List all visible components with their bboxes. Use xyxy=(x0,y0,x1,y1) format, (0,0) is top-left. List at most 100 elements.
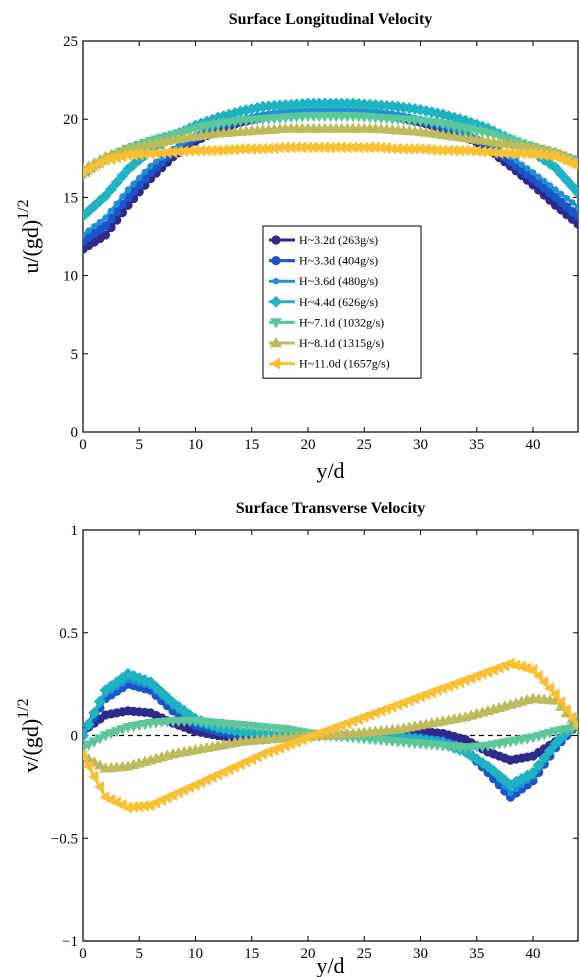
data-point xyxy=(349,106,357,114)
data-point xyxy=(552,186,559,193)
x-tick-label: 5 xyxy=(136,946,144,962)
data-point xyxy=(527,766,539,779)
marker-fill xyxy=(195,144,206,157)
marker-fill xyxy=(363,141,375,154)
marker-fill xyxy=(543,682,555,695)
data-point xyxy=(123,192,133,202)
chart-title: Surface Longitudinal Velocity xyxy=(229,11,433,28)
marker-fill xyxy=(133,148,144,161)
marker-fill xyxy=(83,760,93,773)
data-point xyxy=(414,142,425,155)
x-tick-label: 10 xyxy=(188,946,203,962)
marker-fill xyxy=(129,186,139,196)
marker-fill xyxy=(332,106,340,114)
legend-entry: H~3.2d (263g/s) xyxy=(299,233,378,247)
marker-fill xyxy=(515,147,526,160)
legend-marker xyxy=(271,235,281,245)
y-tick-label: 20 xyxy=(63,112,78,128)
marker-fill xyxy=(538,149,549,162)
marker-fill xyxy=(532,759,545,772)
marker-fill xyxy=(93,695,106,708)
marker-fill xyxy=(141,168,149,176)
marker-fill xyxy=(88,770,99,783)
marker-fill xyxy=(318,141,330,154)
marker-fill xyxy=(296,141,307,154)
data-point xyxy=(437,144,448,157)
legend-marker xyxy=(272,278,280,285)
data-point xyxy=(122,801,133,814)
marker-fill xyxy=(380,142,391,155)
marker-fill xyxy=(113,200,120,207)
marker-fill xyxy=(566,180,578,193)
marker-fill xyxy=(521,662,532,675)
data-point xyxy=(392,142,403,155)
marker-fill xyxy=(93,780,105,793)
marker-fill xyxy=(155,146,166,159)
data-point xyxy=(257,142,268,155)
marker-fill xyxy=(546,182,554,189)
y-tick-label: 0.5 xyxy=(59,626,78,642)
y-axis-label: v/(gd)1/2 xyxy=(15,698,43,772)
series-layer xyxy=(83,657,578,814)
series-5 xyxy=(83,111,578,182)
marker-fill xyxy=(541,177,548,185)
data-point xyxy=(83,750,88,763)
data-point xyxy=(167,146,178,159)
marker-fill xyxy=(532,148,543,161)
y-tick-label: 0 xyxy=(71,425,79,441)
marker-fill xyxy=(245,142,256,155)
data-point xyxy=(324,141,335,154)
marker-fill xyxy=(538,676,549,689)
marker-fill xyxy=(538,752,551,765)
marker-fill xyxy=(105,183,118,196)
data-point xyxy=(102,214,109,221)
marker-fill xyxy=(152,158,160,166)
marker-fill xyxy=(465,144,476,157)
marker-fill xyxy=(310,106,317,114)
x-tick-label: 5 xyxy=(136,437,144,453)
data-point xyxy=(529,169,537,176)
marker-fill xyxy=(251,142,262,155)
marker-fill xyxy=(178,145,189,158)
x-tick-label: 25 xyxy=(357,437,372,453)
marker-fill xyxy=(487,146,498,159)
x-tick-label: 40 xyxy=(526,437,541,453)
x-tick-label: 40 xyxy=(526,946,541,962)
data-point xyxy=(369,141,380,154)
marker-fill xyxy=(566,711,577,724)
marker-fill xyxy=(112,206,122,217)
marker-fill xyxy=(200,144,211,157)
marker-fill xyxy=(453,144,465,157)
marker-fill xyxy=(431,144,442,157)
y-tick-label: 15 xyxy=(63,190,78,206)
x-tick-label: 15 xyxy=(244,946,259,962)
marker-fill xyxy=(560,703,571,716)
marker-fill xyxy=(321,106,329,114)
marker-fill xyxy=(330,141,341,154)
marker-fill xyxy=(498,147,510,160)
data-point xyxy=(572,721,578,729)
marker-fill xyxy=(512,785,520,793)
marker-fill xyxy=(107,207,115,214)
marker-fill xyxy=(366,107,374,115)
marker-fill xyxy=(521,147,532,160)
marker-fill xyxy=(85,227,92,234)
data-point xyxy=(144,147,155,160)
marker-fill xyxy=(161,146,172,159)
data-point xyxy=(347,141,358,154)
marker-fill xyxy=(569,199,576,206)
marker-fill xyxy=(386,142,397,155)
x-tick-label: 35 xyxy=(469,946,484,962)
legend: H~3.2d (263g/s) H~3.3d (404g/s) H~3.6d (48… xyxy=(262,225,422,379)
data-point xyxy=(83,231,87,239)
marker-fill xyxy=(557,190,565,198)
marker-fill xyxy=(361,107,368,114)
marker-fill xyxy=(130,180,137,187)
x-tick-label: 15 xyxy=(244,437,259,453)
marker-fill xyxy=(96,218,104,226)
marker-fill xyxy=(91,223,98,230)
x-tick-label: 30 xyxy=(413,946,428,962)
legend-entry: H~11.0d (1657g/s) xyxy=(299,357,390,371)
marker-fill xyxy=(127,800,138,813)
marker-fill xyxy=(110,176,123,189)
